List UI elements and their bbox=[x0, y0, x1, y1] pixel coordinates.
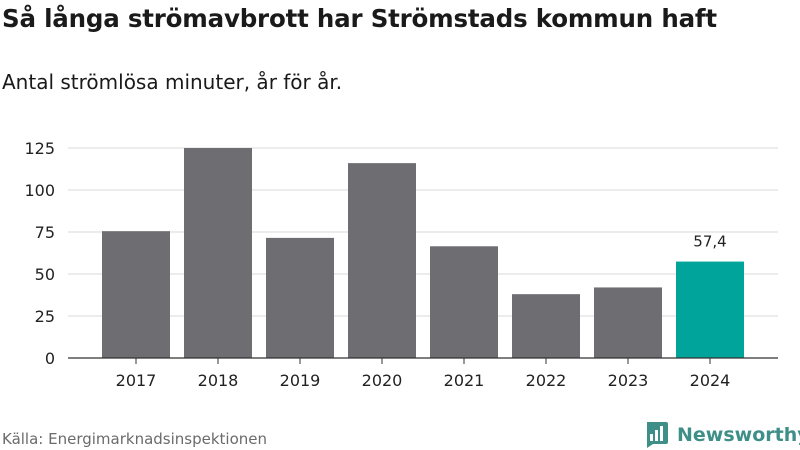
newsworthy-logo-icon bbox=[647, 422, 668, 448]
bar-chart: 0 25 50 75 100 125 2017 2018 2019 2020 2021 2022 202… bbox=[24, 139, 778, 390]
chart-title: Så långa strömavbrott har Strömstads kom… bbox=[2, 4, 717, 33]
x-tick-label: 2020 bbox=[362, 371, 403, 390]
x-tick-label: 2024 bbox=[690, 371, 731, 390]
x-tick-label: 2021 bbox=[444, 371, 485, 390]
source-note: Källa: Energimarknadsinspektionen bbox=[2, 430, 268, 448]
bar bbox=[430, 246, 498, 358]
y-tick-label: 0 bbox=[45, 349, 55, 368]
bar bbox=[266, 237, 334, 358]
x-tick-label: 2023 bbox=[608, 371, 649, 390]
bar bbox=[102, 231, 170, 358]
data-label: 57,4 bbox=[693, 233, 726, 251]
bar bbox=[348, 163, 416, 358]
x-tick-label: 2017 bbox=[116, 371, 157, 390]
bar bbox=[594, 287, 662, 358]
y-tick-label: 50 bbox=[35, 265, 55, 284]
y-tick-label: 125 bbox=[24, 139, 55, 158]
x-tick-label: 2019 bbox=[280, 371, 321, 390]
x-tick-label: 2022 bbox=[526, 371, 567, 390]
bar bbox=[512, 294, 580, 358]
brand-logo: Newsworthy bbox=[644, 421, 800, 448]
y-tick-label: 25 bbox=[35, 307, 55, 326]
bar bbox=[184, 148, 252, 358]
bar bbox=[676, 261, 744, 358]
x-tick-label: 2018 bbox=[198, 371, 239, 390]
chart-subtitle: Antal strömlösa minuter, år för år. bbox=[2, 70, 343, 94]
brand-name: Newsworthy bbox=[677, 423, 800, 446]
y-tick-label: 100 bbox=[24, 181, 55, 200]
y-tick-label: 75 bbox=[35, 223, 55, 242]
